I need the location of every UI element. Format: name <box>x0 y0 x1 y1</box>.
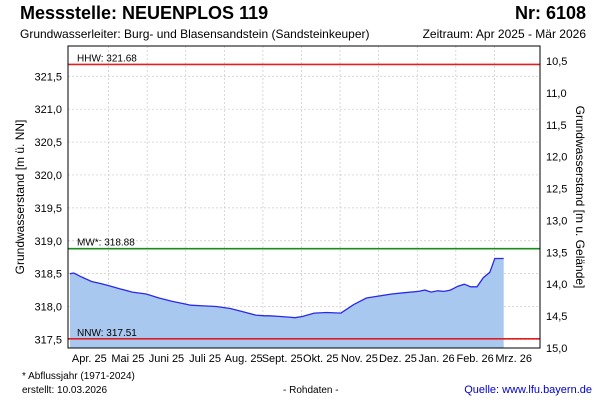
y2-tick-label: 10,5 <box>546 56 567 68</box>
aquifer-label: Grundwasserleiter: Burg- und Blasensands… <box>20 27 370 41</box>
y-tick-label: 319,0 <box>34 236 62 248</box>
y-axis-label-right: Grundwasserstand [m u. Gelände] <box>573 106 587 289</box>
y2-tick-label: 11,0 <box>546 88 567 100</box>
y2-tick-label: 13,0 <box>546 215 567 227</box>
y-tick-label: 320,0 <box>34 170 62 182</box>
reference-label: HHW: 321.68 <box>77 53 137 64</box>
x-tick-label: Aug. 25 <box>225 353 263 365</box>
x-tick-label: Jan. 26 <box>418 353 454 365</box>
y2-tick-label: 11,5 <box>546 120 567 132</box>
x-tick-label: Okt. 25 <box>303 353 338 365</box>
reference-lines: HHW: 321.68 MW*: 318.88 NNW: 317.51 <box>68 53 540 340</box>
x-tick-label: Mrz. 26 <box>495 353 532 365</box>
rawdata-note: - Rohdaten - <box>283 385 339 396</box>
y-tick-label: 321,5 <box>34 71 62 83</box>
source-link[interactable]: Quelle: www.lfu.bayern.de <box>464 384 592 396</box>
plot-frame <box>67 45 541 349</box>
x-tick-label: Juli 25 <box>189 353 221 365</box>
created-date: erstellt: 10.03.2026 <box>22 385 108 396</box>
station-number: Nr: 6108 <box>514 3 586 23</box>
y2-tick-label: 15,0 <box>546 343 567 355</box>
station-title: Messstelle: NEUENPLOS 119 <box>20 3 269 23</box>
y-tick-label: 318,0 <box>34 302 62 314</box>
y2-tick-label: 12,0 <box>546 152 567 164</box>
y-tick-label: 320,5 <box>34 137 62 149</box>
tick-labels: 321,5 321,0 320,5 320,0 319,5 319,0 318,5 318,0… <box>34 56 567 365</box>
y2-tick-label: 13,5 <box>546 247 567 259</box>
y2-tick-label: 14,0 <box>546 279 567 291</box>
y2-tick-label: 12,5 <box>546 184 567 196</box>
x-tick-label: Feb. 26 <box>456 353 493 365</box>
y-tick-label: 317,5 <box>34 334 62 346</box>
reference-label: MW*: 318.88 <box>77 238 135 249</box>
water-level-line <box>69 257 504 319</box>
y-tick-label: 321,0 <box>34 104 62 116</box>
x-tick-label: Mai 25 <box>111 353 144 365</box>
x-tick-label: Dez. 25 <box>379 353 417 365</box>
reference-label: NNW: 317.51 <box>77 328 137 339</box>
water-level-area <box>70 258 504 348</box>
period-label: Zeitraum: Apr 2025 - Mär 2026 <box>422 27 586 41</box>
y2-tick-label: 14,5 <box>546 311 567 323</box>
y-axis-label-left: Grundwasserstand [m ü. NN] <box>13 120 27 275</box>
footnote: * Abflussjahr (1971-2024) <box>22 371 135 382</box>
x-tick-label: Apr. 25 <box>72 353 107 365</box>
y-tick-label: 318,5 <box>34 269 62 281</box>
x-tick-label: Sept. 25 <box>262 353 303 365</box>
x-tick-label: Nov. 25 <box>341 353 378 365</box>
x-tick-label: Juni 25 <box>149 353 184 365</box>
y-tick-label: 319,5 <box>34 203 62 215</box>
